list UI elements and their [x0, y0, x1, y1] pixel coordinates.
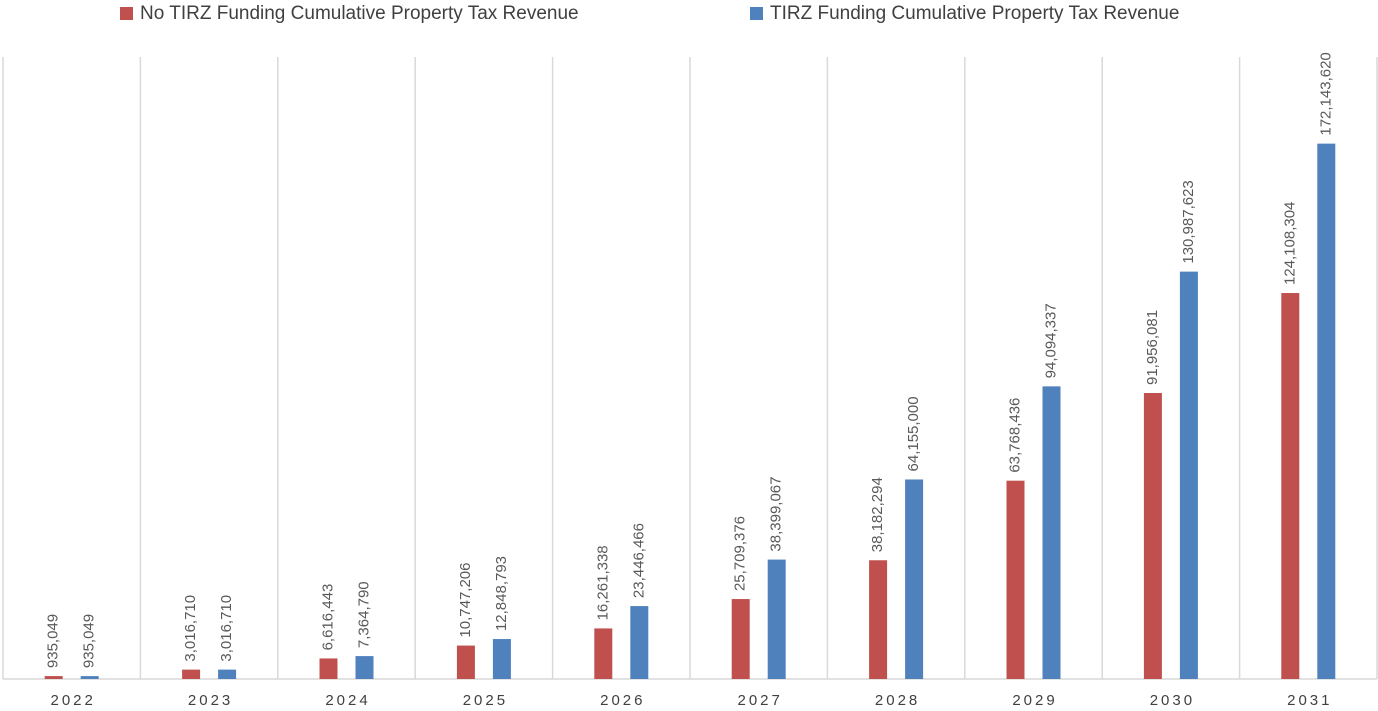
bar — [44, 676, 63, 679]
bar — [594, 628, 613, 679]
x-tick-label: 2025 — [463, 692, 508, 709]
value-label: 12,848,793 — [493, 556, 510, 631]
bar — [767, 559, 786, 679]
value-label: 10,747,206 — [457, 562, 474, 637]
value-label: 94,094,337 — [1042, 303, 1059, 378]
value-label: 23,446,466 — [630, 523, 647, 598]
value-label: 16,261,338 — [594, 545, 611, 620]
value-label: 91,956,081 — [1144, 310, 1161, 385]
bar — [1143, 393, 1162, 679]
value-label: 3,016,710 — [182, 595, 199, 662]
x-tick-label: 2027 — [738, 692, 783, 709]
legend-text: TIRZ Funding Cumulative Property Tax Rev… — [770, 3, 1179, 24]
value-label: 63,768,436 — [1006, 398, 1023, 473]
value-label: 935,049 — [81, 614, 98, 668]
value-label: 124,108,304 — [1281, 202, 1298, 285]
value-label: 3,016,710 — [218, 595, 235, 662]
bar — [1317, 143, 1336, 679]
value-label: 38,399,067 — [768, 477, 785, 552]
bar — [905, 479, 924, 679]
x-tick-label: 2023 — [188, 692, 233, 709]
value-label: 172,143,620 — [1317, 52, 1334, 135]
bar — [80, 676, 99, 679]
value-label: 25,709,376 — [732, 516, 749, 591]
x-tick-label: 2022 — [51, 692, 96, 709]
x-tick-label: 2024 — [325, 692, 370, 709]
value-label: 130,987,623 — [1180, 180, 1197, 263]
x-tick-label: 2031 — [1287, 692, 1332, 709]
bar — [630, 606, 649, 679]
value-label: 6,616,443 — [319, 584, 336, 651]
value-label: 38,182,294 — [869, 477, 886, 552]
bar — [218, 669, 237, 679]
legend-text: No TIRZ Funding Cumulative Property Tax … — [140, 3, 579, 24]
legend-swatch — [120, 7, 133, 20]
x-tick-label: 2028 — [875, 692, 920, 709]
value-label: 7,364,790 — [355, 581, 372, 648]
value-label: 935,049 — [45, 614, 62, 668]
bar — [182, 669, 201, 679]
value-label: 64,155,000 — [905, 396, 922, 471]
bar — [319, 658, 338, 679]
x-tick-label: 2030 — [1150, 692, 1195, 709]
bar — [1179, 271, 1198, 679]
x-tick-label: 2026 — [600, 692, 645, 709]
bar — [1006, 480, 1025, 679]
x-tick-label: 2029 — [1012, 692, 1057, 709]
bar — [456, 645, 475, 679]
bar — [1281, 293, 1300, 679]
bar — [492, 639, 511, 679]
legend-swatch — [750, 7, 763, 20]
bar — [731, 599, 750, 679]
bar — [1042, 386, 1061, 679]
bar — [355, 656, 374, 679]
bar — [869, 560, 888, 679]
